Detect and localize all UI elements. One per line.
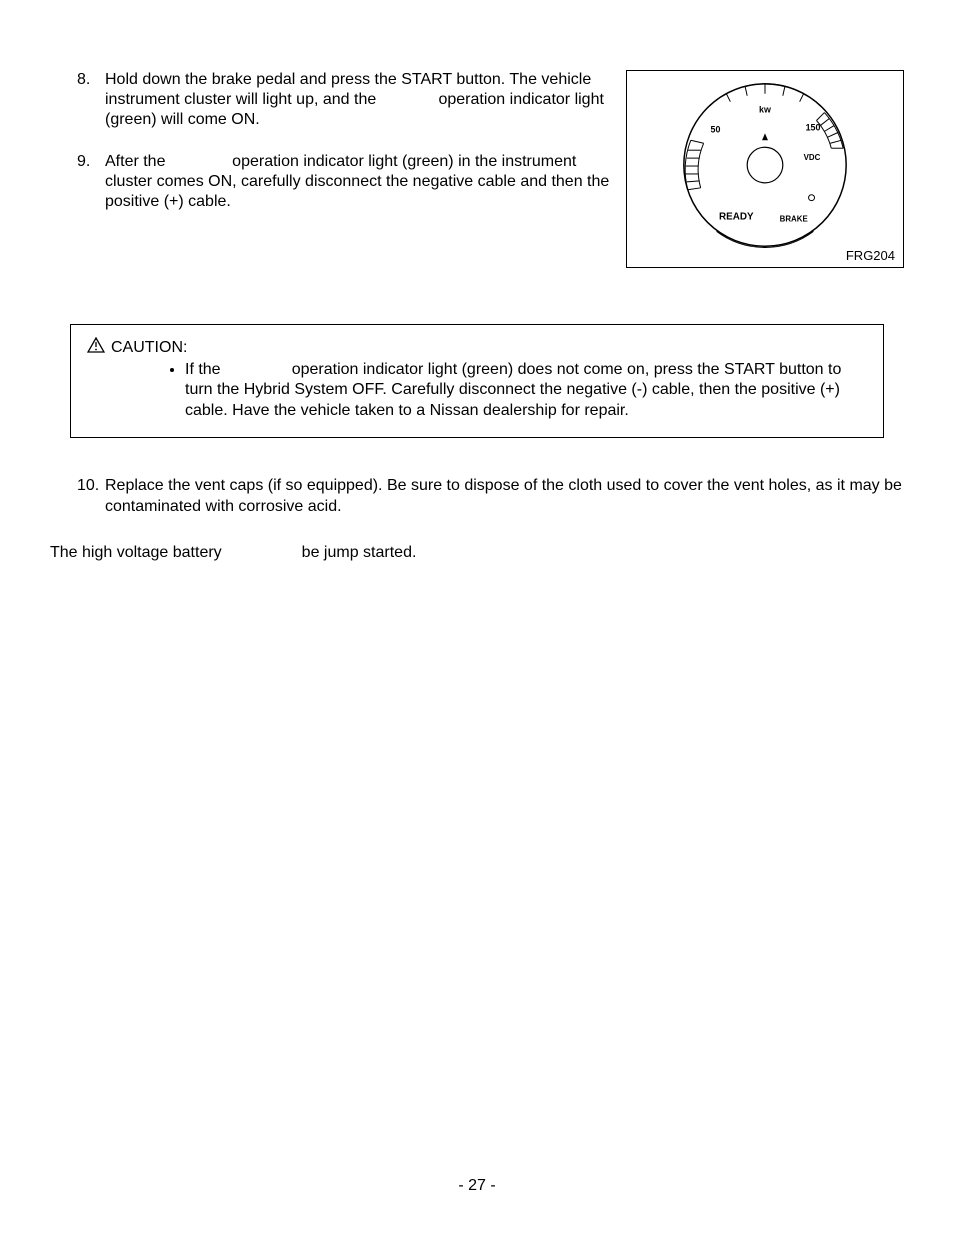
- document-page: Hold down the brake pedal and press the …: [0, 0, 954, 1235]
- gauge-label-ready: READY: [719, 211, 754, 222]
- step-8-gap: [381, 91, 434, 108]
- caution-bullets: If the operation indicator light (green)…: [87, 360, 867, 421]
- caution-title-row: CAUTION:: [87, 337, 867, 358]
- gauge-label-kw: kw: [759, 105, 771, 115]
- ordered-steps-2: Replace the vent caps (if so equipped). …: [50, 476, 904, 517]
- caution-bullet-pre: If the: [185, 361, 225, 378]
- gauge-svg: 50 kw 150 VDC READY BRAKE: [627, 71, 903, 267]
- footer-gap: [226, 544, 297, 561]
- step-10-text: Replace the vent caps (if so equipped). …: [105, 477, 902, 514]
- gauge-label-50: 50: [711, 124, 721, 134]
- steps-column: Hold down the brake pedal and press the …: [50, 70, 626, 234]
- step-9-gap: [170, 153, 228, 170]
- step-10: Replace the vent caps (if so equipped). …: [105, 476, 904, 517]
- gauge-label-brake: BRAKE: [780, 214, 808, 223]
- top-row: Hold down the brake pedal and press the …: [50, 70, 904, 268]
- step-9-pre: After the: [105, 153, 170, 170]
- footer-post: be jump started.: [297, 544, 416, 561]
- caution-title-text: CAUTION:: [111, 339, 187, 357]
- step-8: Hold down the brake pedal and press the …: [105, 70, 618, 130]
- gauge-label-150: 150: [806, 122, 821, 132]
- caution-box: CAUTION: If the operation indicator ligh…: [70, 324, 884, 438]
- footer-sentence: The high voltage battery be jump started…: [50, 543, 904, 564]
- caution-bullet-1: If the operation indicator light (green)…: [185, 360, 867, 421]
- gauge-label-vdc: VDC: [804, 153, 821, 162]
- gauge-figure: 50 kw 150 VDC READY BRAKE FRG204: [626, 70, 904, 268]
- warning-icon: [87, 337, 105, 358]
- figure-caption: FRG204: [846, 248, 895, 263]
- footer-pre: The high voltage battery: [50, 544, 226, 561]
- ordered-steps-1: Hold down the brake pedal and press the …: [50, 70, 618, 212]
- page-number: - 27 -: [0, 1177, 954, 1195]
- caution-bullet-gap: [225, 361, 287, 378]
- step-9: After the operation indicator light (gre…: [105, 152, 618, 212]
